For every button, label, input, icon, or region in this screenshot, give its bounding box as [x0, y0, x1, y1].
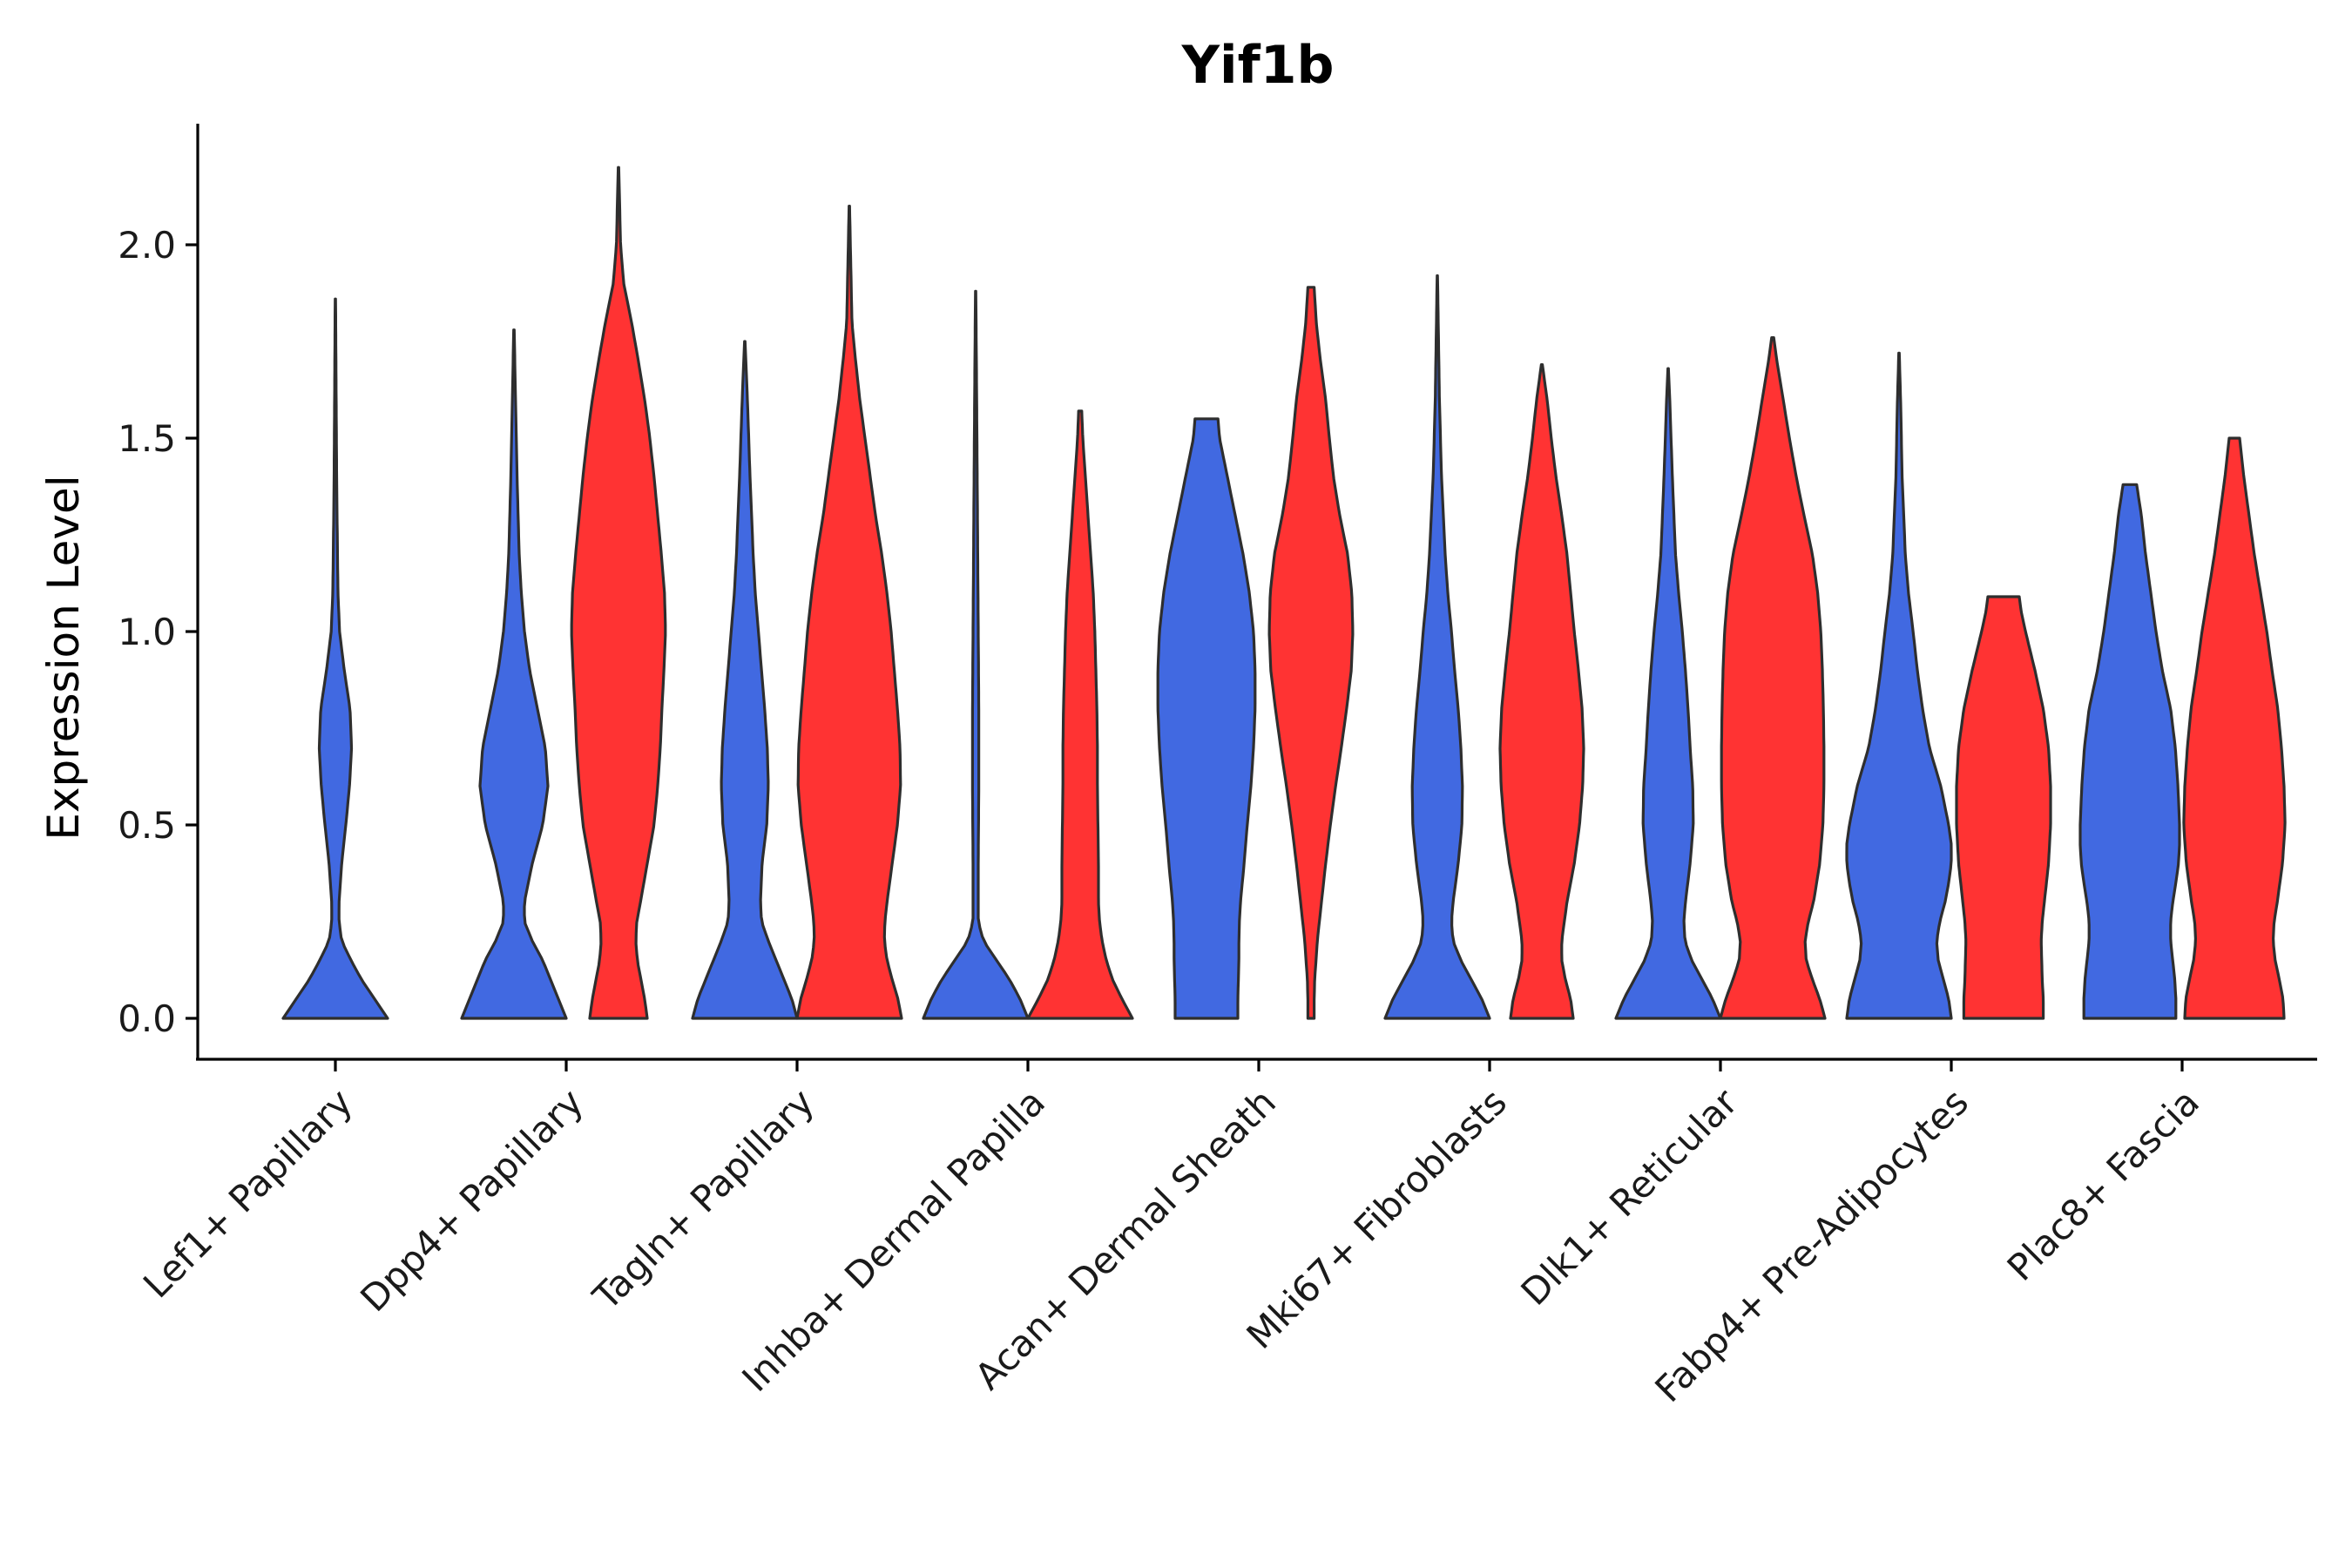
x-tick-label: Mki67+ Fibroblasts: [1239, 1080, 1515, 1356]
y-axis-label: Expression Level: [38, 475, 89, 840]
violin-blue-5: [1156, 417, 1257, 1020]
violin-red-9: [2182, 436, 2287, 1020]
violin-blue-9: [2078, 483, 2181, 1020]
x-tick-label: Tagln+ Papillary: [585, 1080, 822, 1318]
y-tick-label: 2.0: [118, 224, 176, 267]
y-axis-ticks: 0.0 0.5 1.0 1.5 2.0: [118, 224, 198, 1040]
violin-blue-6: [1383, 274, 1491, 1020]
violin-blue-1: [281, 297, 389, 1020]
violin-red-5: [1267, 286, 1355, 1020]
violin-red-8: [1955, 595, 2052, 1020]
x-tick-label: Dlk1+ Reticular: [1513, 1080, 1747, 1314]
violin-blue-3: [691, 340, 799, 1020]
x-tick-label: Plac8+ Fascia: [1999, 1080, 2207, 1288]
violin-blue-8: [1845, 351, 1953, 1020]
violin-red-2: [570, 166, 667, 1020]
violin-blue-4: [922, 289, 1030, 1020]
x-tick-label: Dpp4+ Papillary: [352, 1080, 591, 1320]
y-tick-label: 1.5: [118, 417, 176, 460]
violin-blue-7: [1614, 367, 1722, 1020]
violin-red-7: [1719, 336, 1827, 1020]
violin-red-6: [1498, 363, 1585, 1020]
violins-layer: [281, 166, 2287, 1020]
chart-title: Yif1b: [1181, 35, 1335, 96]
violin-red-3: [795, 205, 903, 1020]
y-tick-label: 0.5: [118, 804, 176, 847]
violin-red-4: [1026, 409, 1134, 1020]
y-tick-label: 1.0: [118, 611, 176, 653]
violin-blue-2: [460, 328, 568, 1020]
x-tick-label: Lef1+ Papillary: [135, 1080, 361, 1306]
y-tick-label: 0.0: [118, 997, 176, 1040]
